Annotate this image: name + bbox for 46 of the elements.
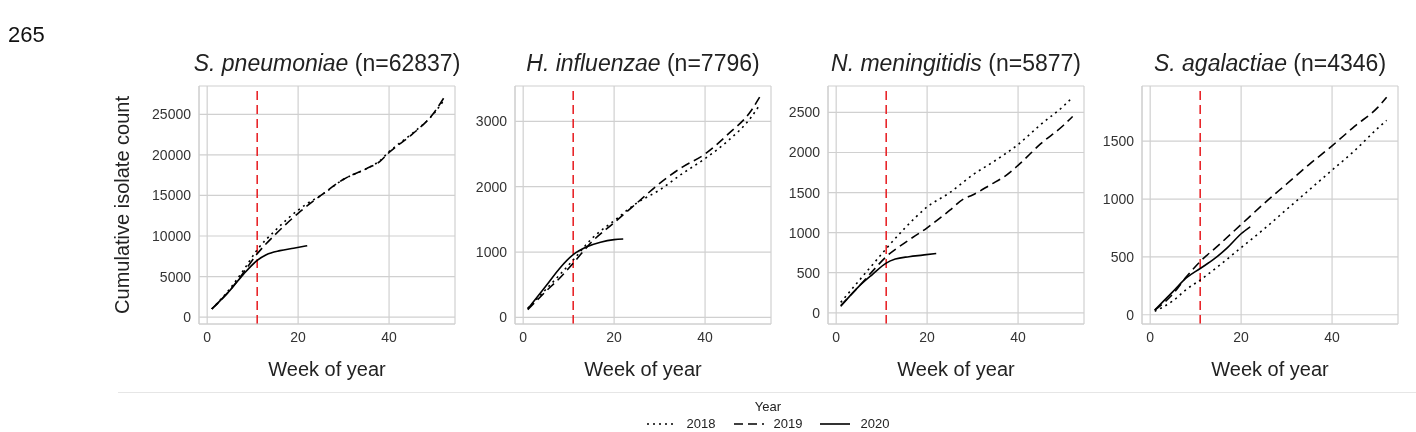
x-tick-label: 20 [919, 328, 936, 345]
chart-title: S. agalactiae (n=4346) [1153, 50, 1387, 76]
y-tick-label: 3000 [475, 113, 508, 130]
legend-label: 2019 [773, 416, 803, 431]
legend-label: 2020 [860, 416, 890, 431]
x-tick-label: 40 [1324, 328, 1341, 345]
y-tick-label: 1000 [475, 244, 508, 261]
y-tick-label: 2500 [788, 104, 821, 121]
x-tick-label: 40 [697, 328, 714, 345]
x-tick-label: 40 [381, 328, 398, 345]
y-tick-label: 15000 [152, 187, 192, 204]
y-tick-label: 0 [812, 304, 821, 321]
y-tick-label: 2000 [475, 178, 508, 195]
y-tick-label: 1500 [1102, 133, 1135, 150]
x-tick-label: 40 [1010, 328, 1027, 345]
x-tick-label: 0 [203, 328, 212, 345]
x-tick-label: 20 [606, 328, 623, 345]
y-tick-label: 0 [1126, 306, 1135, 323]
x-axis-title: Week of year [584, 358, 703, 380]
legend-label: 2018 [686, 416, 716, 431]
legend-title: Year [753, 399, 783, 414]
y-tick-label: 1500 [788, 184, 821, 201]
x-axis-title: Week of year [1211, 358, 1330, 380]
chart-title: S. pneumoniae (n=62837) [193, 50, 461, 76]
x-tick-label: 20 [290, 328, 307, 345]
y-tick-label: 0 [499, 309, 508, 326]
y-tick-label: 1000 [1102, 191, 1135, 208]
y-tick-label: 500 [796, 264, 821, 281]
x-axis-title: Week of year [897, 358, 1016, 380]
y-tick-label: 2000 [788, 144, 821, 161]
y-axis-title: Cumulative isolate count [110, 96, 134, 314]
y-tick-label: 1000 [788, 224, 821, 241]
y-tick-label: 0 [183, 309, 192, 326]
y-tick-label: 25000 [152, 106, 192, 123]
y-tick-label: 10000 [152, 227, 192, 244]
x-tick-label: 0 [519, 328, 528, 345]
x-tick-label: 0 [832, 328, 841, 345]
chart-title: H. influenzae (n=7796) [526, 50, 760, 76]
x-axis-title: Week of year [268, 358, 387, 380]
y-tick-label: 5000 [159, 268, 192, 285]
y-tick-label: 500 [1110, 248, 1135, 265]
chart-title: N. meningitidis (n=5877) [831, 50, 1081, 76]
text: 265 [8, 22, 45, 48]
x-tick-label: 0 [1146, 328, 1155, 345]
x-tick-label: 20 [1233, 328, 1250, 345]
y-tick-label: 20000 [152, 146, 192, 163]
